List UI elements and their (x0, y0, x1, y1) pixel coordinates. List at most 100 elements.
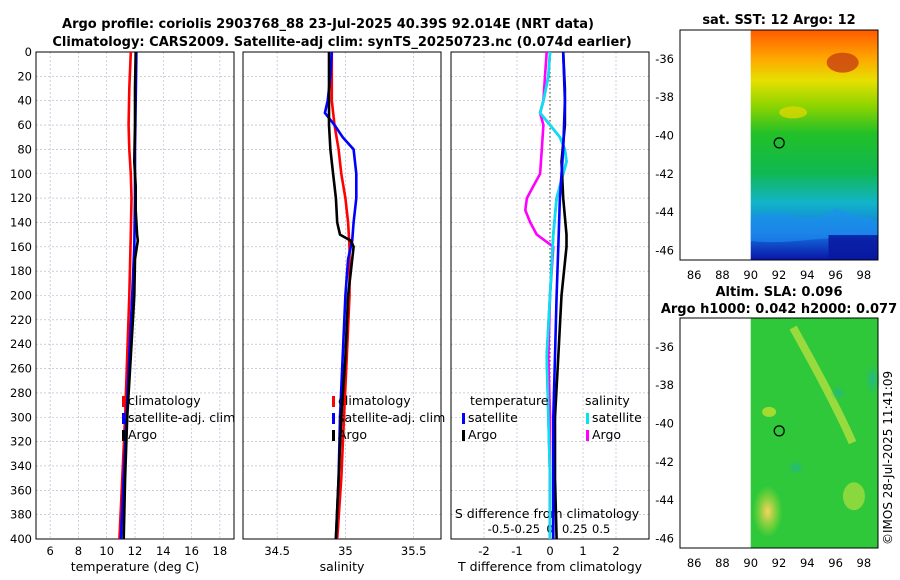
legend-label: satellite (468, 410, 518, 425)
series-argo-line (122, 51, 140, 540)
s-tick-label: 0.5 (592, 522, 610, 536)
map-y-tick-label: -40 (655, 416, 674, 430)
difference-panel: -2 -1 0 1 2T difference from climatology S di… (450, 51, 650, 574)
temperature-panel: 0 20 40 60 80 100 120 140 160 180 200 220 240 260 280 3… (10, 45, 235, 574)
y-tick-label: 160 (10, 240, 32, 254)
argo-location-marker (773, 425, 785, 437)
y-tick-label: 400 (10, 532, 32, 546)
legend-label: satellite (592, 410, 642, 425)
y-tick-label: 140 (10, 215, 32, 229)
map-x-tick-label: 86 (687, 556, 702, 570)
s-tick-label: -0.25 (510, 522, 540, 536)
legend-swatch (462, 430, 465, 441)
y-tick-label: 220 (10, 313, 32, 327)
map-x-tick-label: 98 (857, 556, 872, 570)
y-tick-label: 300 (10, 410, 32, 424)
map-y-tick-label: -46 (655, 531, 674, 545)
x-tick-label: 35 (338, 544, 353, 558)
x-axis-label: salinity (320, 559, 365, 574)
sst-warm-patch (826, 52, 859, 73)
map-y-tick-label: -42 (655, 167, 674, 181)
sla-map-subtitle: Argo h1000: 0.042 h2000: 0.077 (661, 302, 897, 317)
y-tick-label: 180 (10, 264, 32, 278)
x-axis-label-top: S difference from climatology (455, 506, 640, 521)
legend-label: Argo (468, 427, 497, 442)
map-x-tick-label: 92 (772, 268, 787, 282)
y-tick-label: 340 (10, 459, 32, 473)
x-tick-label: 14 (156, 544, 171, 558)
y-tick-label: 20 (17, 69, 32, 83)
legend-label: Argo (592, 427, 621, 442)
legend-swatch (122, 396, 125, 407)
legend-header-salinity: salinity (585, 393, 630, 408)
y-tick-label: 60 (17, 118, 32, 132)
legend-label: satellite-adj. clim (128, 410, 235, 425)
map-x-tick-label: 90 (743, 268, 758, 282)
map-frame (679, 317, 879, 549)
map-frame (679, 29, 879, 261)
sla-high-patch-b (762, 406, 777, 417)
map-x-tick-label: 94 (800, 268, 815, 282)
sla-ridge (789, 325, 857, 445)
sst-cold-band (750, 208, 878, 243)
x-tick-label: 0 (546, 544, 553, 558)
legend-swatch (122, 413, 125, 424)
s-tick-label: -0.5 (488, 522, 510, 536)
sst-map-panel: sat. SST: 12 Argo: 12 -36 -38 -40 -42 -44 -46 8… (655, 13, 879, 282)
map-y-tick-label: -46 (655, 243, 674, 257)
x-tick-label: 35.5 (401, 544, 427, 558)
imos-watermark: ©IMOS 28-Jul-2025 11:41:09 (881, 371, 895, 545)
x-axis-label: temperature (deg C) (71, 559, 200, 574)
map-x-tick-label: 92 (772, 556, 787, 570)
map-y-tick-label: -38 (655, 378, 674, 392)
map-x-tick-label: 94 (800, 556, 815, 570)
series-climatology-line (330, 52, 351, 540)
legend-swatch (332, 413, 335, 424)
map-y-tick-label: -44 (655, 493, 674, 507)
sla-low-patch-b (830, 384, 847, 401)
x-tick-label: 16 (184, 544, 199, 558)
sla-map-panel: Altim. SLA: 0.096 Argo h1000: 0.042 h2000… (655, 285, 897, 570)
legend-swatch (586, 413, 589, 424)
series-temperature-satellite-line (551, 51, 567, 539)
series-climatology-line (118, 51, 133, 540)
sst-yellow-patch (779, 106, 808, 119)
map-x-tick-label: 96 (828, 268, 843, 282)
sst-deep-patch (828, 235, 878, 260)
x-tick-label: -1 (511, 544, 522, 558)
legend-label: climatology (128, 393, 201, 408)
figure-title-line2: Climatology: CARS2009. Satellite-adj cli… (52, 35, 631, 50)
map-x-tick-label: 98 (857, 268, 872, 282)
y-tick-label: 200 (10, 289, 32, 303)
x-tick-label: 6 (46, 544, 53, 558)
x-axis-label: T difference from climatology (457, 559, 643, 574)
map-y-tick-label: -38 (655, 90, 674, 104)
map-x-tick-label: 96 (828, 556, 843, 570)
x-tick-label: 8 (75, 544, 82, 558)
map-y-tick-label: -36 (655, 340, 674, 354)
legend-label: climatology (338, 393, 411, 408)
y-tick-label: 280 (10, 386, 32, 400)
map-y-tick-label: -40 (655, 128, 674, 142)
x-tick-label: 1 (579, 544, 586, 558)
argo-location-marker (773, 137, 785, 149)
s-tick-label: 0.25 (562, 522, 588, 536)
x-tick-label: 2 (612, 544, 619, 558)
map-x-tick-label: 90 (743, 556, 758, 570)
map-x-tick-label: 88 (715, 556, 730, 570)
salinity-panel: 34.5 35 35.5 salinity climatology satellite-a… (242, 51, 445, 574)
legend-header-temperature: temperature (470, 393, 549, 408)
y-tick-label: 360 (10, 483, 32, 497)
x-tick-label: 18 (213, 544, 228, 558)
legend-swatch (332, 430, 335, 441)
x-tick-label: 34.5 (264, 544, 290, 558)
sla-low-patch (785, 459, 806, 476)
legend-swatch (332, 396, 335, 407)
legend-swatch (122, 430, 125, 441)
sst-map-title: sat. SST: 12 Argo: 12 (702, 13, 855, 28)
x-tick-label: 10 (99, 544, 114, 558)
legend-label: satellite-adj. clim (338, 410, 445, 425)
map-y-tick-label: -42 (655, 455, 674, 469)
